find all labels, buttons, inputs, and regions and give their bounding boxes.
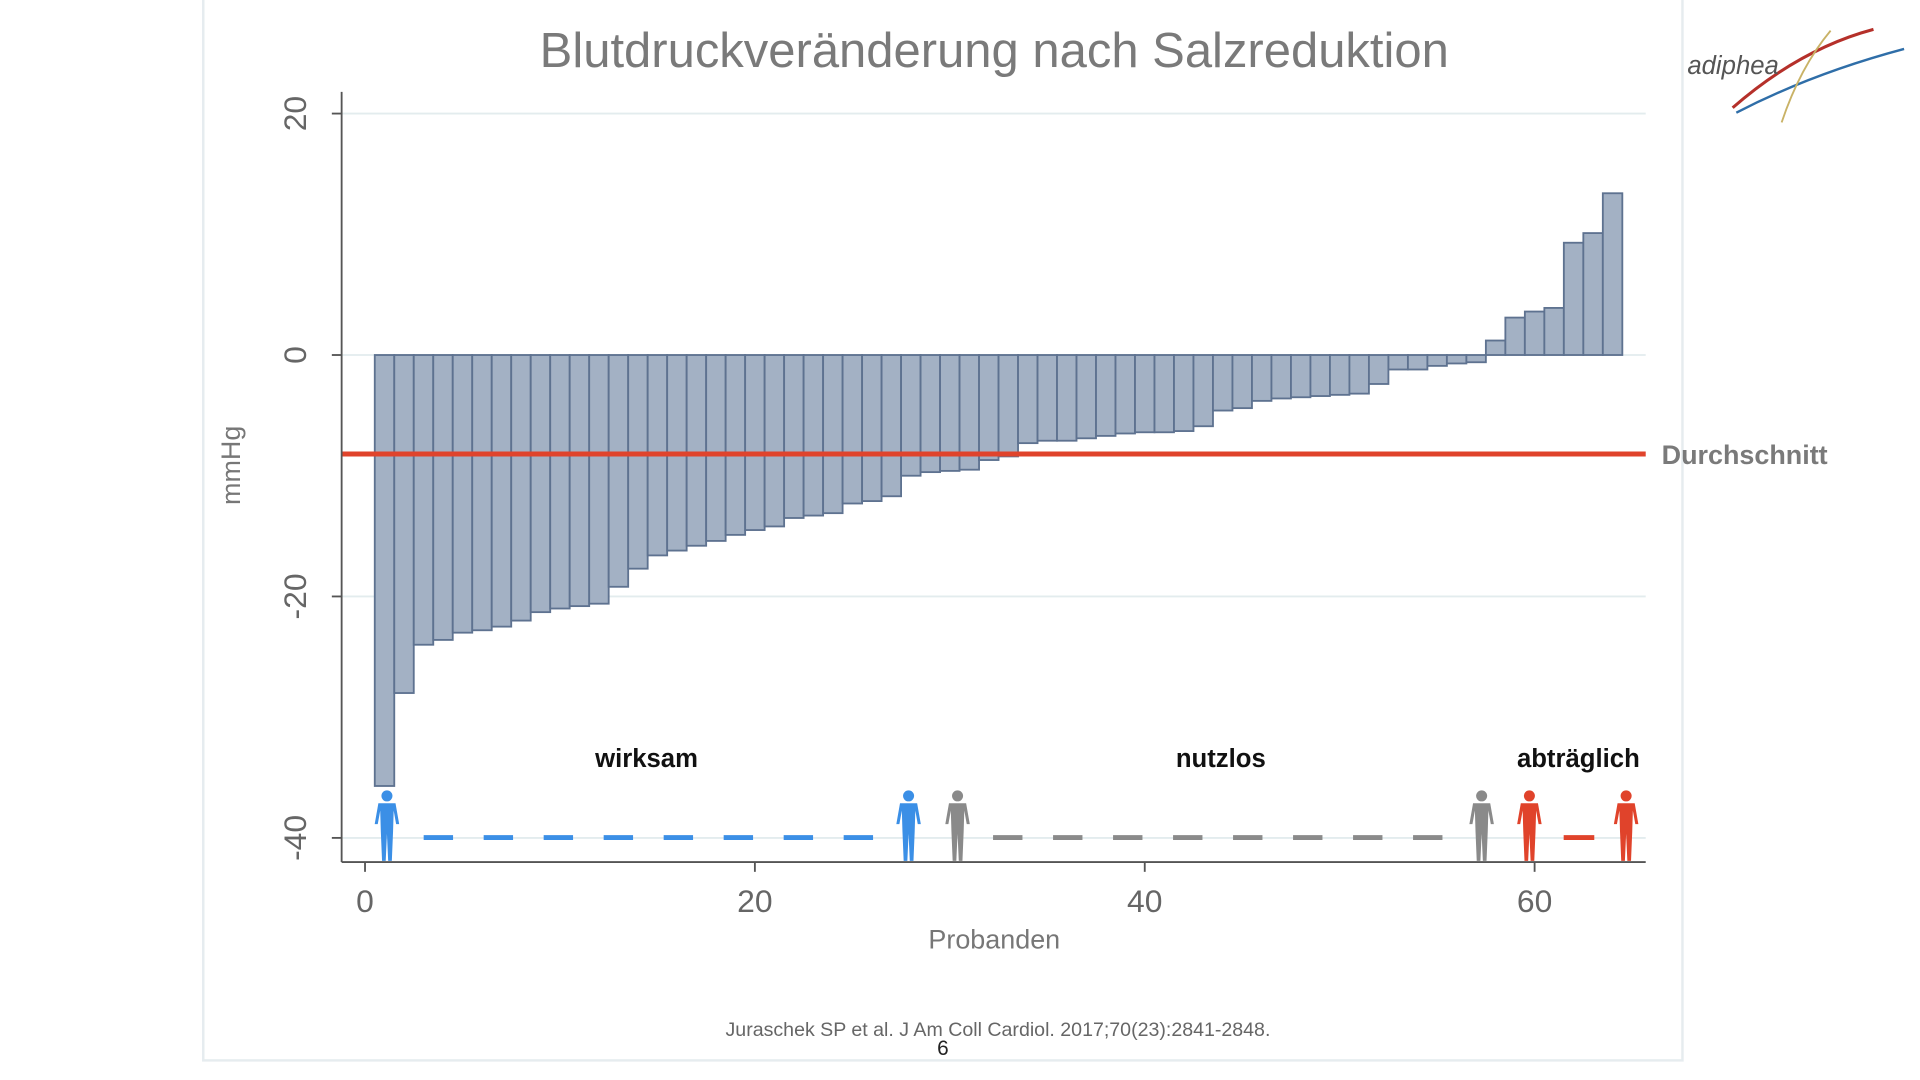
bar <box>510 354 532 622</box>
bar <box>1075 354 1097 440</box>
person-icon <box>374 790 400 861</box>
bar <box>763 354 786 528</box>
x-tick-label: 0 <box>356 883 374 919</box>
bar <box>705 354 727 542</box>
bar <box>685 354 708 547</box>
bar <box>1212 354 1234 412</box>
person-icon <box>896 790 921 861</box>
page-number: 6 <box>937 1037 949 1060</box>
bar <box>432 354 454 641</box>
bar <box>529 354 552 614</box>
bar <box>1426 354 1448 367</box>
bar <box>627 354 649 570</box>
bar <box>588 354 610 605</box>
bar <box>997 354 1019 458</box>
x-tick-label: 40 <box>1127 883 1162 919</box>
bar <box>1231 354 1253 410</box>
person-icon <box>1469 790 1494 861</box>
bar <box>1406 354 1429 371</box>
bar <box>861 354 883 503</box>
bar <box>1017 354 1039 445</box>
bar <box>1095 354 1117 437</box>
logo-swoosh <box>1731 27 1874 109</box>
bar <box>1173 354 1195 432</box>
y-tick-label: 0 <box>277 346 313 364</box>
bar <box>412 354 435 646</box>
bar <box>724 354 747 536</box>
x-axis-label: Probanden <box>928 925 1060 955</box>
logo: adiphea <box>1687 27 1905 123</box>
bar <box>1445 354 1468 365</box>
y-axis-label: mmHg <box>216 426 246 505</box>
chart-title: Blutdruckveränderung nach Salzreduktion <box>540 24 1449 78</box>
bar <box>1601 192 1624 356</box>
bar <box>1523 310 1546 356</box>
bar <box>1056 354 1078 442</box>
bar <box>549 354 571 610</box>
bar <box>1270 354 1292 400</box>
bar <box>1582 232 1604 356</box>
logo-text: adiphea <box>1687 52 1778 80</box>
person-icon <box>1613 790 1639 861</box>
y-tick-label: -40 <box>277 815 313 861</box>
bar <box>1036 354 1058 442</box>
bar <box>1504 316 1526 356</box>
mean-label: Durchschnitt <box>1662 440 1828 470</box>
bar <box>744 354 766 531</box>
logo-swoosh <box>1780 30 1832 123</box>
people-row <box>374 790 1639 861</box>
bar <box>1387 354 1409 371</box>
bar <box>1329 354 1351 396</box>
bar <box>607 354 630 588</box>
person-icon <box>1517 790 1542 861</box>
bar <box>900 354 922 477</box>
bar <box>490 354 513 628</box>
logo-swoosh <box>1735 47 1905 114</box>
y-tick-label: -20 <box>277 573 313 619</box>
y-tick-label: 20 <box>277 96 313 131</box>
source: Juraschek SP et al. J Am Coll Cardiol. 2… <box>726 1019 1271 1041</box>
bar <box>393 354 415 694</box>
bar <box>880 354 903 498</box>
bar <box>1348 354 1370 395</box>
bar <box>1484 339 1507 356</box>
bar <box>1134 354 1156 434</box>
bar <box>783 354 805 519</box>
bar <box>802 354 825 517</box>
bar <box>1114 354 1136 435</box>
annotation: wirksam <box>594 745 698 773</box>
bar <box>1562 241 1585 356</box>
bar <box>978 354 1000 461</box>
bar <box>568 354 591 608</box>
slide-frame <box>202 0 1684 1062</box>
bar <box>1309 354 1331 397</box>
bar <box>841 354 864 505</box>
x-tick-label: 20 <box>737 883 772 919</box>
bar <box>1543 307 1565 356</box>
bar <box>1290 354 1312 399</box>
annotation: nutzlos <box>1176 745 1266 773</box>
annotation: abträglich <box>1517 745 1640 773</box>
bar <box>1153 354 1175 434</box>
bar <box>1251 354 1273 402</box>
bar <box>1465 354 1487 364</box>
bar <box>471 354 493 632</box>
bar <box>822 354 844 515</box>
bar <box>1192 354 1214 428</box>
bar <box>451 354 474 634</box>
x-tick-label: 60 <box>1517 883 1552 919</box>
bar <box>1367 354 1390 385</box>
person-icon <box>945 790 970 861</box>
bar <box>373 354 396 787</box>
